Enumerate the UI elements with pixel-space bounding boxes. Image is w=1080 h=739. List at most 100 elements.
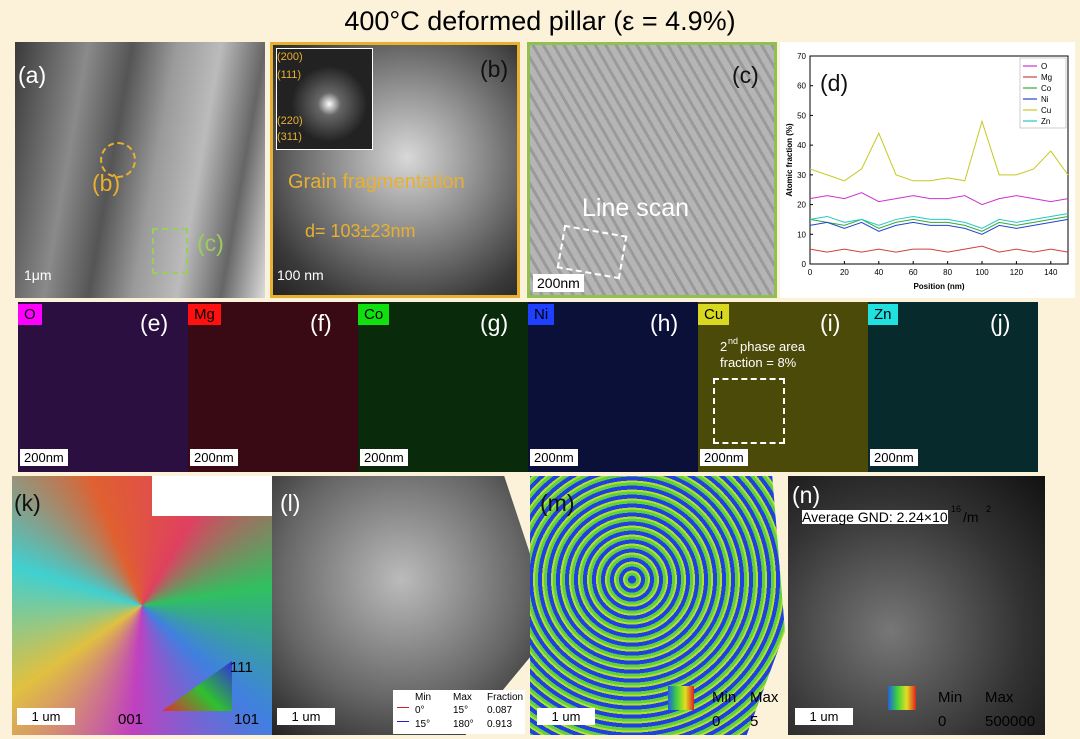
- x-tick-label: 120: [1010, 268, 1024, 277]
- y-tick-label: 70: [797, 52, 806, 61]
- marker-label: (c): [197, 230, 224, 256]
- legend-value: 0: [938, 713, 947, 730]
- marker-label: (b): [92, 170, 121, 196]
- series-line: [809, 245, 1069, 253]
- panel-label: (a): [18, 62, 47, 88]
- table-header: Fraction: [487, 692, 524, 703]
- blank: [152, 476, 272, 516]
- x-tick-label: 100: [975, 268, 989, 277]
- element-label: Co: [358, 304, 390, 325]
- legend-label: Min: [938, 689, 963, 706]
- scale-bar: 200nm: [20, 449, 68, 466]
- panel-label: (c): [732, 62, 759, 88]
- scale-bar: 1 um: [795, 708, 853, 725]
- kam-map-m: [530, 476, 785, 735]
- pole-label: 001: [118, 711, 144, 728]
- note: fraction = 8%: [720, 355, 797, 370]
- figure-title: 400°C deformed pillar (ε = 4.9%): [344, 6, 736, 36]
- y-tick-label: 20: [797, 201, 806, 210]
- panel-label: (l): [280, 490, 301, 516]
- swatch-red: [397, 707, 409, 708]
- legend-label: Zn: [1041, 117, 1050, 126]
- eds-map: [528, 302, 698, 472]
- diffraction-index: (200): [277, 51, 303, 63]
- table-cell: 15°: [453, 705, 469, 716]
- y-tick-label: 30: [797, 171, 806, 180]
- x-tick-label: 20: [840, 268, 849, 277]
- y-tick-label: 50: [797, 111, 806, 120]
- x-tick-label: 0: [808, 268, 813, 277]
- scale-bar: 200nm: [700, 449, 748, 466]
- panel-label: (n): [792, 482, 821, 508]
- boundary-table-bg: [393, 690, 525, 734]
- panel-label: (d): [820, 70, 849, 96]
- element-label: O: [18, 304, 42, 325]
- scale-bar: 1 um: [17, 708, 75, 725]
- eds-map: [188, 302, 358, 472]
- legend-label: Max: [750, 689, 779, 706]
- x-tick-label: 80: [943, 268, 952, 277]
- x-axis-label: Position (nm): [913, 282, 964, 291]
- legend-value: 5: [750, 713, 759, 730]
- legend-label: Min: [712, 689, 737, 706]
- panel-label: (k): [14, 490, 41, 516]
- note: 16: [951, 504, 962, 514]
- x-tick-label: 140: [1044, 268, 1058, 277]
- element-label: Zn: [868, 304, 898, 325]
- panel-label: (f): [310, 310, 332, 336]
- x-tick-label: 60: [909, 268, 918, 277]
- table-cell: 15°: [415, 719, 431, 730]
- y-tick-label: 40: [797, 141, 806, 150]
- panel-label: (e): [140, 310, 169, 336]
- legend-label: Max: [985, 689, 1014, 706]
- scale-bar: 200nm: [533, 274, 584, 292]
- tem-image-b: [270, 42, 520, 298]
- y-tick-label: 10: [797, 230, 806, 239]
- panel-label: (g): [480, 310, 509, 336]
- scale-bar: 1μm: [24, 267, 52, 283]
- scale-bar: 200nm: [360, 449, 408, 466]
- legend-box: [1019, 57, 1067, 129]
- marker-circle: [100, 142, 136, 178]
- ipf-key: [162, 661, 232, 711]
- legend-label: Ni: [1041, 95, 1049, 104]
- y-tick-label: 60: [797, 82, 806, 91]
- ebsd-ipf-k: [12, 476, 272, 735]
- series-line: [809, 192, 1069, 206]
- marker-box: [152, 228, 188, 274]
- note: 2: [986, 504, 992, 514]
- legend-label: Cu: [1041, 106, 1051, 115]
- panel-label: (j): [990, 310, 1011, 336]
- scale-bar: 1 um: [277, 708, 335, 725]
- legend-label: Mg: [1041, 73, 1052, 82]
- haadf-image-c: [527, 42, 777, 298]
- colorbar-n: [888, 686, 916, 710]
- scan-box: [556, 224, 628, 280]
- legend-value: 500000: [985, 713, 1036, 730]
- panel-label: (b): [480, 56, 509, 82]
- element-label: Ni: [528, 304, 555, 325]
- element-label: Mg: [188, 304, 221, 325]
- series-line: [809, 215, 1069, 232]
- plot-frame: [809, 55, 1069, 265]
- table-cell: 180°: [453, 719, 474, 730]
- diffraction-index: (220): [277, 115, 303, 127]
- panel-label: (h): [650, 310, 679, 336]
- diffraction-inset: [276, 48, 373, 150]
- sem-image-a: [15, 42, 265, 298]
- colorbar-m: [668, 686, 694, 710]
- legend-label: Co: [1041, 84, 1052, 93]
- note: Average GND: 2.24×10: [802, 509, 948, 525]
- scale-bar: 1 um: [537, 708, 595, 725]
- line-chart: 0 10 20 30 40 50 60 70 0 20 40 60 80 100 120 140 Positio…: [780, 42, 1075, 298]
- area-box: [713, 378, 785, 444]
- series-line: [809, 218, 1069, 235]
- diffraction-index: (111): [277, 69, 302, 81]
- pole-label: 111: [230, 659, 253, 676]
- x-tick-label: 40: [874, 268, 883, 277]
- note: phase area: [740, 339, 806, 354]
- series-line: [809, 119, 1069, 182]
- table-header: Min: [415, 692, 432, 703]
- scale-bar: 100 nm: [277, 267, 324, 283]
